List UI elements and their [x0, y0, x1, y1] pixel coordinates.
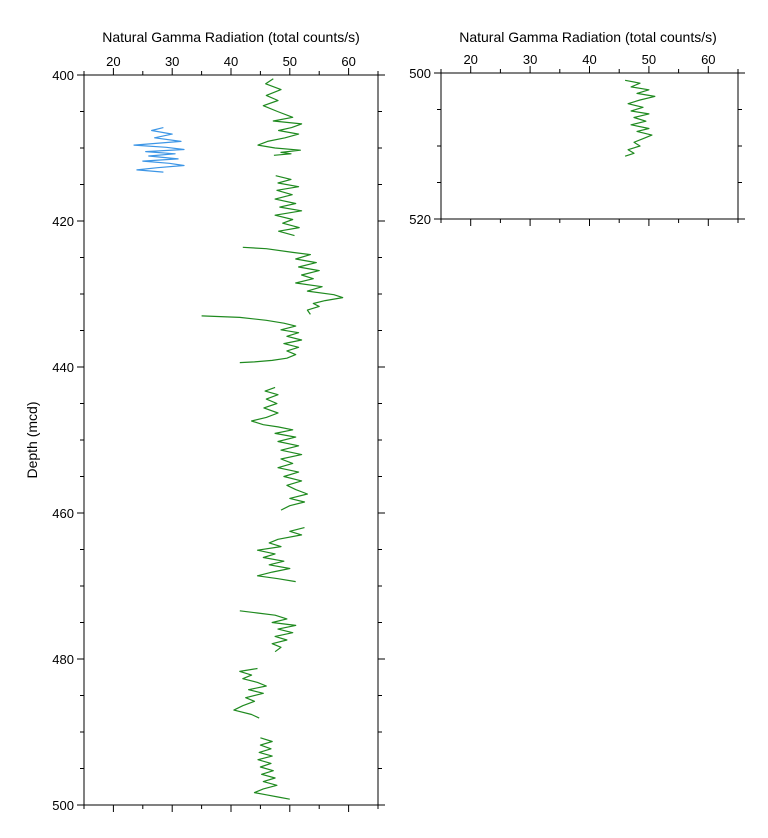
- series-right: [624, 79, 656, 157]
- y-tick-label: 480: [52, 652, 74, 667]
- axis-ticks-right: [434, 66, 745, 226]
- x-tick-label: 60: [701, 52, 715, 67]
- y-tick-label: 520: [409, 212, 431, 227]
- chart-panel-left: Natural Gamma Radiation (total counts/s)…: [24, 29, 385, 813]
- x-tick-label: 20: [106, 54, 120, 69]
- x-tick-label: 30: [165, 54, 179, 69]
- series-0-segment-8: [253, 737, 290, 800]
- series-0-segment-0: [624, 79, 656, 157]
- x-tick-label: 50: [642, 52, 656, 67]
- series-0-segment-0: [257, 78, 303, 156]
- x-tick-label: 40: [224, 54, 238, 69]
- y-axis-label-left: Depth (mcd): [24, 401, 40, 478]
- series-0-segment-6: [239, 610, 297, 653]
- chart-title-right: Natural Gamma Radiation (total counts/s): [459, 29, 717, 45]
- y-tick-label: 460: [52, 506, 74, 521]
- chart-panel-right: Natural Gamma Radiation (total counts/s)…: [409, 29, 745, 227]
- x-tick-label: 60: [341, 54, 355, 69]
- series-left: [133, 78, 344, 800]
- x-tick-label: 50: [283, 54, 297, 69]
- series-1-segment-0: [133, 127, 185, 173]
- plot-frame-right: [440, 72, 739, 220]
- x-tick-label: 20: [463, 52, 477, 67]
- tick-labels-right: 20 30 40 50 60 500 520: [409, 52, 715, 227]
- series-0-segment-4: [251, 386, 308, 511]
- series-0-segment-3: [201, 315, 303, 364]
- series-0-segment-7: [233, 667, 267, 719]
- plot-frame-left: [83, 74, 379, 806]
- y-tick-label: 400: [52, 68, 74, 83]
- x-tick-label: 40: [582, 52, 596, 67]
- x-tick-label: 30: [523, 52, 537, 67]
- axis-ticks-left: [77, 68, 385, 812]
- tick-labels-left: 20 30 40 50 60 400 420 440 460 480 500: [52, 54, 356, 813]
- series-0-segment-1: [274, 175, 303, 237]
- y-tick-label: 500: [52, 798, 74, 813]
- y-tick-label: 420: [52, 214, 74, 229]
- y-tick-label: 440: [52, 360, 74, 375]
- y-tick-label: 500: [409, 66, 431, 81]
- series-0-segment-2: [242, 246, 344, 315]
- chart-title-left: Natural Gamma Radiation (total counts/s): [102, 29, 360, 45]
- series-0-segment-5: [256, 527, 305, 583]
